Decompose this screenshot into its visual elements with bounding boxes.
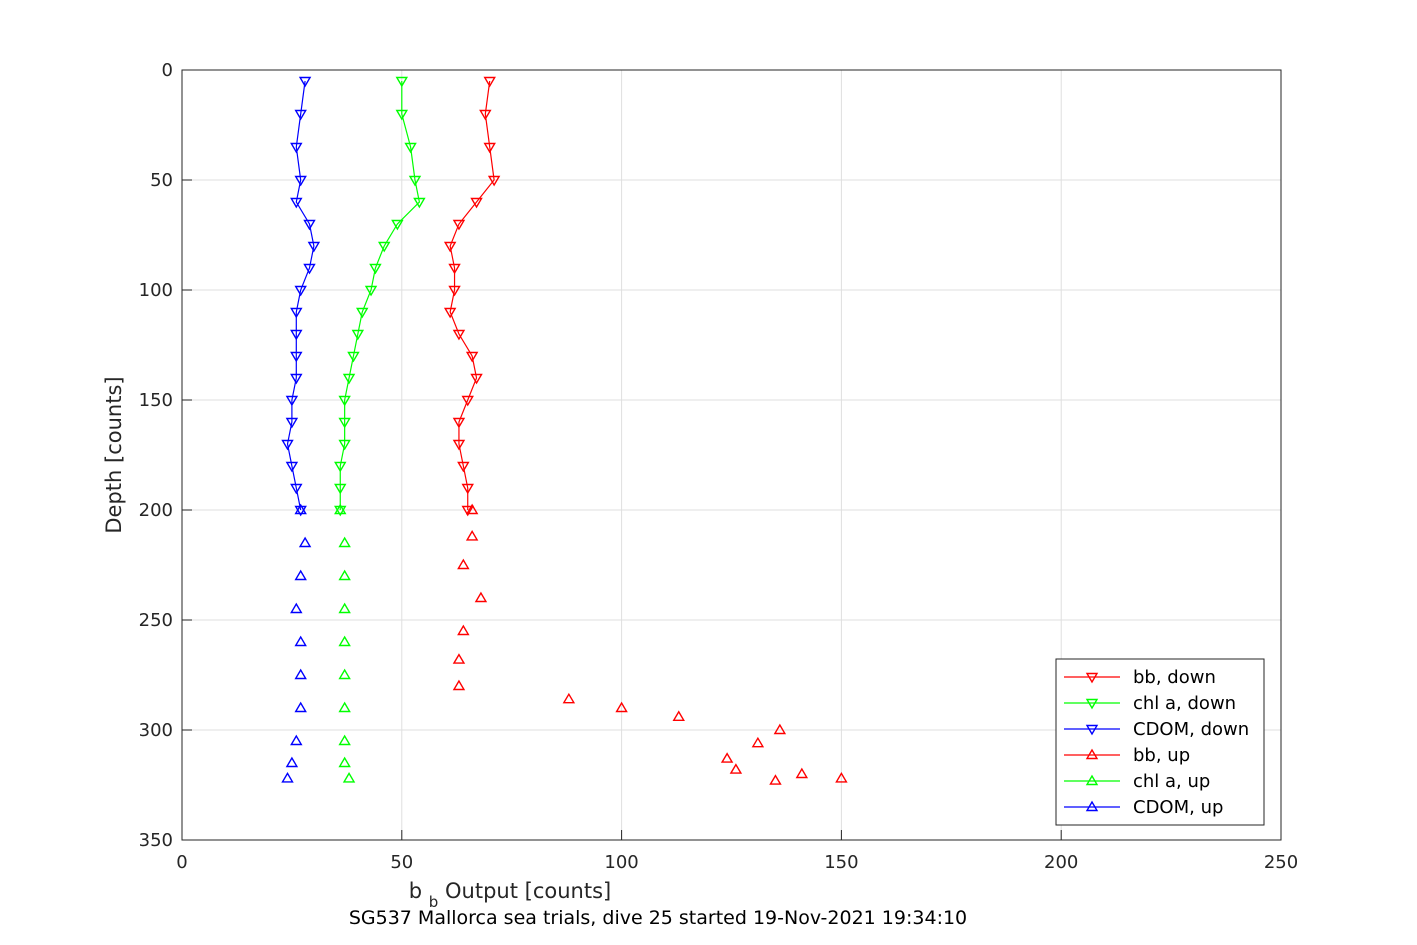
data-point [340, 538, 350, 547]
data-point [722, 754, 732, 763]
legend-label: CDOM, up [1133, 797, 1223, 818]
chart-caption: SG537 Mallorca sea trials, dive 25 start… [349, 907, 967, 929]
x-tick-label: 50 [390, 852, 413, 873]
x-tick-label: 250 [1264, 852, 1298, 873]
legend-label: bb, down [1133, 667, 1216, 688]
legend-label: chl a, up [1133, 771, 1210, 792]
series-cdom-up [283, 505, 311, 782]
y-tick-label: 250 [139, 610, 173, 631]
legend-label: bb, up [1133, 745, 1190, 766]
legend: bb, down chl a, down CDOM, down bb, up chl a… [1056, 659, 1264, 825]
y-tick-label: 0 [162, 60, 173, 81]
series-line [340, 81, 419, 510]
data-point [476, 593, 486, 602]
data-point [454, 681, 464, 690]
data-point [340, 758, 350, 767]
data-point [296, 571, 306, 580]
data-point [454, 655, 464, 664]
data-point [300, 538, 310, 547]
data-point [753, 738, 763, 747]
data-point [340, 604, 350, 613]
y-axis-label: Depth [counts] [102, 376, 126, 533]
y-tick-label: 100 [139, 280, 173, 301]
x-axis-label-main: b [409, 879, 422, 903]
series-chl-a-up [335, 505, 354, 782]
y-tick-label: 50 [150, 170, 173, 191]
data-point [296, 703, 306, 712]
series-bb-down [445, 78, 499, 516]
data-point [674, 712, 684, 721]
data-point [340, 571, 350, 580]
x-tick-label: 150 [824, 852, 858, 873]
data-point [564, 694, 574, 703]
series-bb-up [454, 505, 846, 784]
y-tick-label: 300 [139, 720, 173, 741]
legend-label: chl a, down [1133, 693, 1236, 714]
data-point [770, 776, 780, 785]
data-point [797, 769, 807, 778]
data-point [283, 773, 293, 782]
y-tick-label: 200 [139, 500, 173, 521]
data-point [458, 560, 468, 569]
data-point [340, 736, 350, 745]
data-point [340, 637, 350, 646]
plot-series [283, 78, 847, 785]
data-point [291, 736, 301, 745]
data-point [291, 604, 301, 613]
data-point [458, 626, 468, 635]
data-point [467, 531, 477, 540]
y-tick-label: 150 [139, 390, 173, 411]
x-tick-label: 100 [604, 852, 638, 873]
series-chl-a-down [335, 78, 424, 516]
data-point [775, 725, 785, 734]
series-cdom-down [283, 78, 319, 516]
x-tick-label: 200 [1044, 852, 1078, 873]
data-point [731, 765, 741, 774]
data-point [340, 670, 350, 679]
data-point [287, 758, 297, 767]
data-point [340, 703, 350, 712]
data-point [296, 637, 306, 646]
x-tick-label: 0 [176, 852, 187, 873]
legend-label: CDOM, down [1133, 719, 1249, 740]
data-point [344, 773, 354, 782]
data-point [296, 670, 306, 679]
y-tick-label: 350 [139, 830, 173, 851]
x-axis-label-rest: Output [counts] [445, 879, 611, 903]
